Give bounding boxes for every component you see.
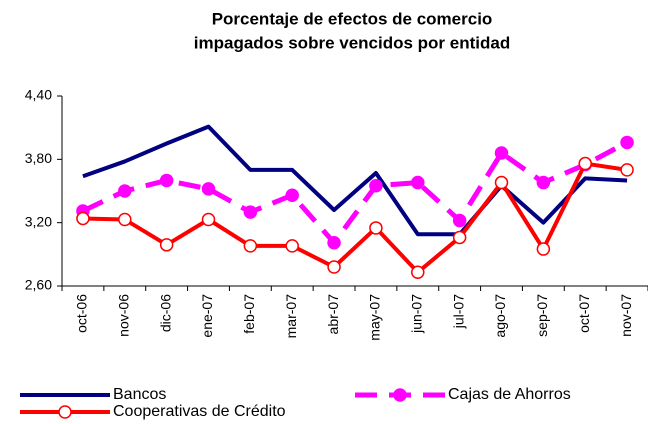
point	[201, 182, 216, 196]
chart-title: Porcentaje de efectos de comercio	[212, 9, 493, 28]
legend-marker	[393, 388, 407, 402]
point	[369, 178, 383, 193]
x-tick-label: oct-07	[576, 294, 592, 333]
x-tick-label: feb-07	[241, 294, 257, 334]
point	[494, 175, 509, 190]
point	[159, 238, 174, 252]
point	[536, 175, 551, 190]
x-tick-label: nov-07	[618, 294, 634, 337]
point	[411, 175, 425, 190]
x-tick-label: may-07	[367, 294, 383, 341]
point	[118, 212, 132, 227]
y-tick-label: 3,20	[25, 213, 52, 229]
x-tick-label: jul-07	[450, 294, 466, 329]
point	[118, 184, 132, 198]
series-line	[82, 161, 628, 275]
point	[620, 163, 634, 177]
point	[327, 260, 341, 274]
point	[285, 239, 299, 253]
point	[452, 230, 467, 245]
x-tick-label: ene-07	[199, 294, 215, 338]
x-tick-label: oct-06	[74, 294, 90, 333]
y-tick-label: 2,60	[25, 277, 52, 293]
point	[159, 173, 174, 188]
y-tick-label: 4,40	[25, 87, 52, 103]
point	[327, 235, 341, 250]
x-tick-label: nov-06	[115, 294, 131, 337]
x-tick-label: jun-07	[408, 294, 424, 334]
point	[243, 205, 258, 219]
legend-label: Bancos	[113, 386, 166, 403]
chart-title: impagados sobre vencidos por entidad	[194, 33, 510, 52]
point	[452, 213, 467, 228]
point	[620, 135, 634, 150]
point	[243, 239, 258, 253]
point	[411, 265, 425, 280]
x-tick-label: dic-06	[157, 294, 173, 332]
x-tick-label: mar-07	[283, 294, 299, 339]
point	[369, 221, 383, 235]
x-tick-label: sep-07	[534, 294, 550, 337]
x-tick-label: abr-07	[325, 294, 341, 335]
point	[76, 211, 90, 226]
point	[201, 212, 216, 227]
point	[285, 188, 299, 202]
series-line	[82, 124, 628, 237]
y-tick-label: 3,80	[25, 150, 52, 166]
legend-label: Cooperativas de Crédito	[113, 403, 286, 420]
legend-marker	[58, 405, 72, 419]
series-line	[81, 140, 629, 246]
point	[494, 146, 509, 160]
x-tick-label: ago-07	[492, 294, 508, 338]
point	[578, 156, 592, 171]
legend-label: Cajas de Ahorros	[448, 386, 571, 403]
point	[536, 242, 551, 256]
